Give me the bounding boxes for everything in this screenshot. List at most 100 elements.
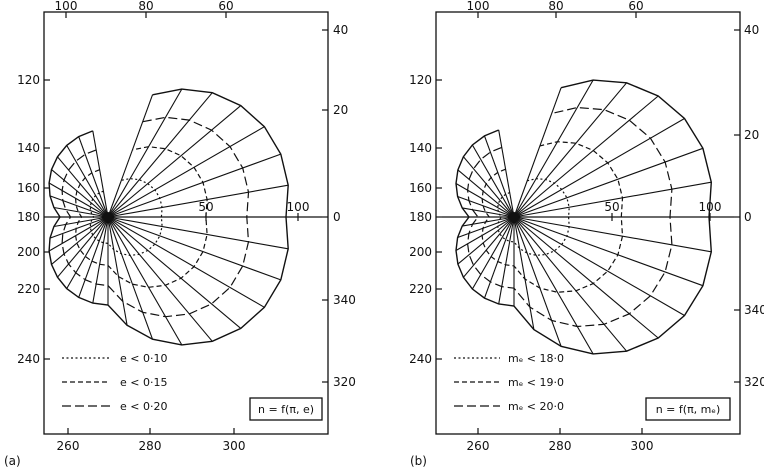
panel-a-polar-net [48,88,289,346]
panel-b-ray [483,216,515,299]
panel-b-left-tick-label: 140 [409,141,432,155]
panel-a-ray [66,145,109,218]
panel-b-ray [513,87,562,218]
panel-b-ray [457,169,515,218]
panel-a-ray [107,153,281,218]
panel-a-ray [51,216,109,265]
panel-a-ray [49,216,109,239]
panel-b-ray [457,216,515,239]
panel-a-dashed-contour [74,146,208,288]
panel-b-ray [462,216,515,278]
panel-a-ray [107,216,128,326]
panel-a-ray [92,130,109,218]
panel-b-ray [483,135,515,218]
panel-b-ray [462,216,515,227]
panel-a-right-tick-label: 320 [333,375,356,389]
panel-b-left-tick-label: 200 [409,245,432,259]
panel-a-ray [49,195,109,218]
panel-a-frame [43,11,329,435]
panel-b-ray [513,216,535,330]
panel-b-right-tick-label: 320 [744,375,764,389]
panel-b-right-tick-label: 20 [744,128,759,142]
panel-b-right-tick-label: 0 [744,210,752,224]
panel-a-ray [57,216,109,278]
panel-a-centre [103,212,113,222]
panel-b-bottom-tick-label: 280 [549,439,572,453]
panel-a: 100 80 60 120 140 160 180 200 220 240 26… [4,0,356,468]
panel-a-dashed-contour [89,177,163,257]
panel-a-legend-label-1: e < 0·10 [120,352,167,365]
panel-a-ray [107,126,265,218]
panel-a-ray [78,216,109,298]
panel-b-ray [455,183,515,218]
panel-a-formula: n = f(π, e) [258,403,314,416]
panel-a-ray [107,216,281,281]
panel-a-left-tick-label: 160 [17,181,40,195]
panel-b-left-tick-label: 220 [409,282,432,296]
panel-a-dashed-contour [61,116,250,318]
panel-a-ray [107,216,213,342]
panel-a-legend-label-3: e < 0·20 [120,400,167,413]
panel-b-left-tick-label: 240 [409,352,432,366]
panel-b-left-tick-label: 180 [409,210,432,224]
panel-a-caption: (a) [4,454,21,468]
panel-a-ray [78,136,109,218]
panel-b-ray [471,144,515,218]
panel-b-top-tick-label: 80 [548,0,563,13]
panel-b-ray [513,216,594,355]
panel-a-ray [48,182,109,218]
panel-b-right-tick-label: 40 [744,23,759,37]
panel-b-ray [513,118,685,218]
panel-a-bottom-tick-label: 280 [139,439,162,453]
panel-a-right-tick-label: 0 [333,210,341,224]
panel-a-ray [66,216,109,289]
panel-b-ray [513,95,659,218]
panel-b-formula-box [645,397,731,421]
panel-b-caption: (b) [410,454,427,468]
panel-b: 100 80 60 120 140 160 180 200 220 240 26… [409,0,764,468]
panel-a-right-tick-label: 40 [333,23,348,37]
panel-a-bottom-tick-label: 300 [223,439,246,453]
panel-a-right-tick-label: 20 [333,103,348,117]
panel-b-ray [498,216,515,305]
panel-b-left-tick-label: 160 [409,181,432,195]
panel-a-ray [48,216,109,252]
panel-a-ray [92,216,109,304]
panel-a-ray [107,216,289,250]
panel-a-formula-box [249,397,323,421]
panel-a-left-tick-label: 200 [17,245,40,259]
panel-a-radial-tick-label: 100 [287,200,310,214]
panel-b-legend-label-3: mₑ < 20·0 [508,400,564,413]
panel-a-ray [107,184,289,218]
panel-b-ray [513,216,562,347]
panel-b-ray [462,156,515,218]
panel-b-top-tick-label: 100 [467,0,490,13]
panel-b-ray [513,216,704,287]
panel-b-top-tick-label: 60 [628,0,643,13]
panel-a-ray [57,156,109,218]
panel-b-bottom-tick-label: 260 [467,439,490,453]
panel-a-legend-label-2: e < 0·15 [120,376,167,389]
panel-a-ray [107,88,183,218]
panel-b-ray [471,216,515,290]
panel-b-ray [513,181,712,218]
panel-a-ray [53,216,109,228]
panel-b-ray [457,216,515,265]
panel-a-ray [107,92,213,218]
panel-b-right-tick-label: 340 [744,303,764,317]
panel-b-ray [513,216,628,352]
panel-b-frame [435,11,741,435]
panel-b-ray [457,195,515,218]
panel-a-top-tick-label: 80 [138,0,153,13]
panel-b-ray [455,216,515,251]
panel-b-dashed-contour [497,178,570,256]
panel-a-ray [107,216,265,308]
panel-b-ray [498,129,515,218]
panel-a-top-tick-label: 100 [55,0,78,13]
panel-a-ray [107,216,154,340]
panel-b-legend-label-2: mₑ < 19·0 [508,376,564,389]
panel-b-bottom-tick-label: 300 [631,439,654,453]
panel-b-outer-contour [455,79,713,355]
panel-b-ray [462,207,515,218]
